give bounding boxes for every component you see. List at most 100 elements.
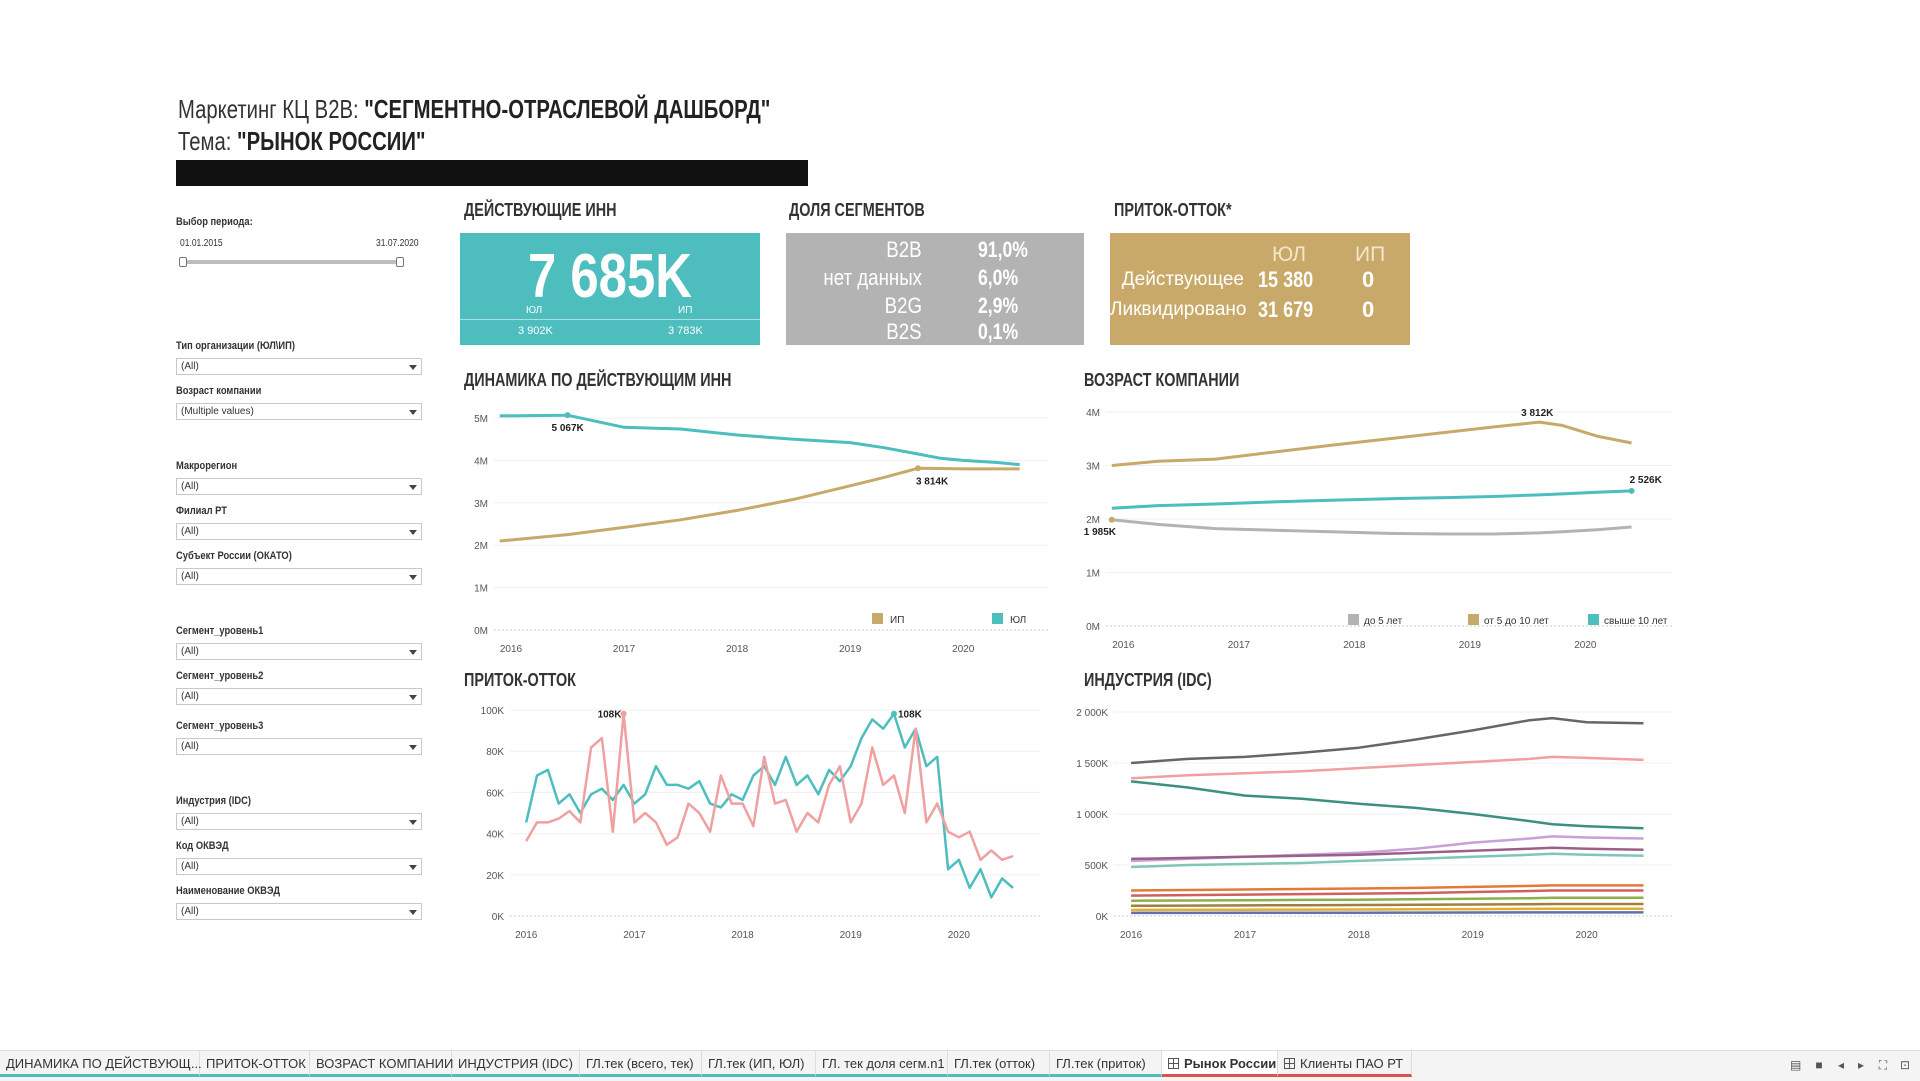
filter-label: Наименование ОКВЭД xyxy=(176,885,281,897)
sheet-tab[interactable]: Клиенты ПАО РТ xyxy=(1278,1051,1412,1077)
data-label: 3 814K xyxy=(916,476,949,487)
y-tick-label: 0M xyxy=(1086,622,1100,633)
kpi-inn-value-ul: 3 902K xyxy=(518,325,553,337)
flow-chart-title: ПРИТОК-ОТТОК xyxy=(464,670,576,690)
chevron-down-icon xyxy=(409,410,417,415)
chevron-down-icon xyxy=(409,650,417,655)
x-tick-label: 2018 xyxy=(1343,640,1366,651)
filter-value: (All) xyxy=(181,571,199,582)
legend-swatch xyxy=(872,613,883,624)
series-line xyxy=(1131,884,1644,892)
sheet-tab[interactable]: ДИНАМИКА ПО ДЕЙСТВУЮЩ... xyxy=(0,1051,202,1077)
filter-dropdown[interactable]: (All) xyxy=(176,643,422,660)
sheet-tab-label: ГЛ. тек доля сегм.n1 xyxy=(822,1056,945,1071)
grid-view-icon[interactable]: ▤ xyxy=(1790,1058,1802,1072)
present-icon[interactable]: ⊡ xyxy=(1900,1058,1911,1072)
sheet-tab-label: ДИНАМИКА ПО ДЕЙСТВУЮЩ... xyxy=(6,1056,202,1071)
filter-dropdown[interactable]: (All) xyxy=(176,568,422,585)
y-tick-label: 0K xyxy=(1096,912,1109,923)
filter-label: Сегмент_уровень2 xyxy=(176,670,264,682)
filter-label: Сегмент_уровень1 xyxy=(176,625,264,637)
sheet-tab-label: ИНДУСТРИЯ (IDC) xyxy=(458,1056,573,1071)
filter-dropdown[interactable]: (All) xyxy=(176,813,422,830)
sheet-tab-label: ГЛ.тек (ИП, ЮЛ) xyxy=(708,1056,805,1071)
kpi-inn-card: 7 685K ЮЛ ИП 3 902K 3 783K xyxy=(460,233,760,345)
filter-value: (All) xyxy=(181,361,199,372)
period-label: Выбор периода: xyxy=(176,216,253,228)
kpi-flow-title: ПРИТОК-ОТТОК* xyxy=(1114,200,1232,220)
kpi-inn-label-ip: ИП xyxy=(678,305,693,316)
sheet-tab[interactable]: ГЛ. тек доля сегм.n1 xyxy=(816,1051,948,1077)
dynamics-chart-title: ДИНАМИКА ПО ДЕЙСТВУЮЩИМ ИНН xyxy=(464,370,732,390)
filter-dropdown[interactable]: (All) xyxy=(176,738,422,755)
sheet-tab[interactable]: ГЛ.тек (приток) xyxy=(1050,1051,1162,1077)
sheet-tab[interactable]: ВОЗРАСТ КОМПАНИИ xyxy=(310,1051,454,1077)
sheet-tab-label: ВОЗРАСТ КОМПАНИИ xyxy=(316,1056,454,1071)
x-tick-label: 2017 xyxy=(613,644,636,655)
y-tick-label: 2M xyxy=(1086,515,1100,526)
kpi-inn-title: ДЕЙСТВУЮЩИЕ ИНН xyxy=(464,200,617,220)
sheet-tab[interactable]: ГЛ.тек (всего, тек) xyxy=(580,1051,702,1077)
series-line xyxy=(1130,780,1644,830)
legend-swatch xyxy=(1588,614,1599,625)
data-label: 2 526K xyxy=(1630,475,1663,486)
filter-label: Субъект России (ОКАТО) xyxy=(176,550,292,562)
period-start-date: 01.01.2015 xyxy=(180,238,223,249)
next-sheet-icon[interactable]: ▸ xyxy=(1857,1058,1865,1072)
data-point xyxy=(914,465,921,472)
y-tick-label: 3M xyxy=(1086,462,1100,473)
redacted-note xyxy=(176,160,808,186)
filter-dropdown[interactable]: (All) xyxy=(176,858,422,875)
kpi-inn-value-ip: 3 783K xyxy=(668,325,703,337)
data-label: 1 985K xyxy=(1084,527,1117,538)
filter-dropdown[interactable]: (All) xyxy=(176,903,422,920)
series-line xyxy=(525,712,1014,862)
filter-dropdown[interactable]: (All) xyxy=(176,358,422,375)
sheet-tab[interactable]: ГЛ.тек (отток) xyxy=(948,1051,1050,1077)
filter-dropdown[interactable]: (Multiple values) xyxy=(176,403,422,420)
x-tick-label: 2016 xyxy=(500,644,523,655)
flow-chart[interactable]: 0K 20K 40K 60K 80K 100K 2016 2017 2018 2019 2020 10… xyxy=(450,700,1060,950)
series-line xyxy=(1131,902,1644,908)
period-slider[interactable] xyxy=(184,260,400,264)
legend-label: свыше 10 лет xyxy=(1604,616,1668,627)
filter-value: (All) xyxy=(181,741,199,752)
kpi-flow-card: ЮЛ ИП Действующее 15 380 0 Ликвидировано… xyxy=(1110,233,1410,345)
data-point xyxy=(564,412,571,419)
prev-sheet-icon[interactable]: ◂ xyxy=(1837,1058,1845,1072)
filter-dropdown[interactable]: (All) xyxy=(176,478,422,495)
filter-value: (All) xyxy=(181,861,199,872)
period-slider-end-handle[interactable] xyxy=(396,257,404,267)
kpi-inn-value: 7 685K xyxy=(528,242,692,311)
y-tick-label: 80K xyxy=(486,747,504,758)
sheet-tab[interactable]: Рынок России xyxy=(1162,1051,1278,1077)
series-line xyxy=(1131,896,1644,902)
filter-dropdown[interactable]: (All) xyxy=(176,688,422,705)
idc-chart[interactable]: 0K 500K 1 000K 1 500K 2 000K 2016 2017 2018 2019… xyxy=(1070,700,1690,950)
filter-dropdown[interactable]: (All) xyxy=(176,523,422,540)
period-slider-start-handle[interactable] xyxy=(179,257,187,267)
kpi-flow-row-ip: 0 xyxy=(1362,267,1375,292)
y-tick-label: 0M xyxy=(474,626,488,637)
age-chart[interactable]: 0M 1M 2M 3M 4M 2016 2017 2018 2019 2020 3 812K 2 52… xyxy=(1070,400,1690,660)
series-line xyxy=(499,413,1020,467)
kpi-flow-row-ul: 15 380 xyxy=(1258,267,1314,292)
data-point xyxy=(620,710,627,717)
x-tick-label: 2017 xyxy=(1234,930,1257,941)
y-tick-label: 2 000K xyxy=(1076,708,1108,719)
chevron-down-icon xyxy=(409,745,417,750)
sheet-tab-label: ПРИТОК-ОТТОК xyxy=(206,1056,306,1071)
segment-row-nodata: нет данных 6,0% xyxy=(786,265,1084,293)
stop-icon[interactable]: ■ xyxy=(1815,1058,1823,1072)
x-tick-label: 2016 xyxy=(1112,640,1135,651)
y-tick-label: 20K xyxy=(486,871,504,882)
dynamics-chart[interactable]: 0M 1M 2M 3M 4M 5M 2016 2017 2018 2019 2020 5 067K 3 … xyxy=(450,400,1060,660)
age-chart-title: ВОЗРАСТ КОМПАНИИ xyxy=(1084,370,1240,390)
sheet-tab[interactable]: ГЛ.тек (ИП, ЮЛ) xyxy=(702,1051,816,1077)
segment-name: B2B xyxy=(886,237,922,262)
fullscreen-icon[interactable]: ⛶ xyxy=(1878,1058,1888,1072)
filter-value: (All) xyxy=(181,906,199,917)
legend-swatch xyxy=(1348,614,1359,625)
sheet-tab[interactable]: ИНДУСТРИЯ (IDC) xyxy=(452,1051,580,1077)
sheet-tab[interactable]: ПРИТОК-ОТТОК xyxy=(200,1051,310,1077)
